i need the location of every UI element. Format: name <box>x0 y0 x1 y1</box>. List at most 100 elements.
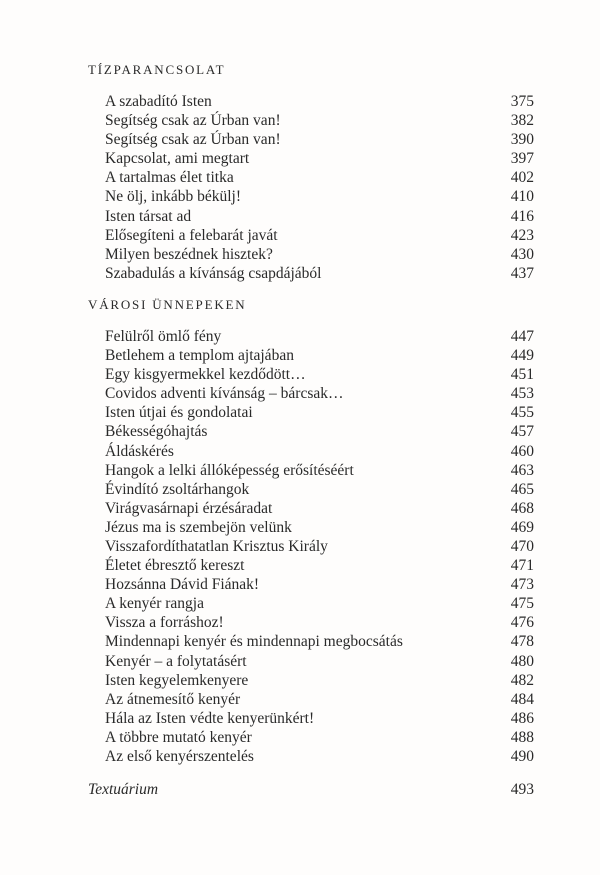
toc-entry: Visszafordíthatatlan Krisztus Király 470 <box>88 537 534 556</box>
toc-entry: Hála az Isten védte kenyerünkért! 486 <box>88 709 534 728</box>
toc-entry: Felülről ömlő fény 447 <box>88 327 534 346</box>
toc-entry: Milyen beszédnek hisztek? 430 <box>88 245 534 264</box>
entry-title: Hangok a lelki állóképesség erősítéséért <box>105 461 354 479</box>
entry-title: Milyen beszédnek hisztek? <box>105 245 273 263</box>
toc-entry: Isten útjai és gondolatai 455 <box>88 403 534 422</box>
toc-entry: Egy kisgyermekkel kezdődött… 451 <box>88 365 534 384</box>
toc-entry: Békességóhajtás 457 <box>88 422 534 441</box>
entry-page-number: 463 <box>510 461 534 479</box>
entry-title: Elősegíteni a felebarát javát <box>105 226 278 244</box>
entry-page-number: 437 <box>510 264 534 282</box>
entry-title: Visszafordíthatatlan Krisztus Király <box>105 537 328 555</box>
entry-title: Évindító zsoltárhangok <box>105 480 250 498</box>
toc-entry: Mindennapi kenyér és mindennapi megbocsá… <box>88 632 534 651</box>
toc-entry: Segítség csak az Úrban van! 382 <box>88 111 534 130</box>
toc-entry: Évindító zsoltárhangok 465 <box>88 480 534 499</box>
toc-entry: Isten kegyelemkenyere 482 <box>88 671 534 690</box>
entry-page-number: 471 <box>510 557 534 575</box>
entry-page-number: 375 <box>510 93 534 110</box>
entry-page-number: 490 <box>510 748 534 765</box>
toc-entry: Segítség csak az Úrban van! 390 <box>88 130 534 149</box>
entry-page-number: 397 <box>510 150 534 168</box>
entry-page-number: 453 <box>510 385 534 403</box>
entry-title: Jézus ma is szembejön velünk <box>105 518 292 536</box>
entry-page-number: 457 <box>510 423 534 441</box>
section-title: VÁROSI ÜNNEPEKEN <box>88 296 247 312</box>
toc-entry: Elősegíteni a felebarát javát 423 <box>88 226 534 245</box>
footer-entry-title: Textuárium <box>88 781 159 799</box>
entry-page-number: 469 <box>510 518 534 536</box>
entry-page-number: 473 <box>510 576 534 594</box>
entry-title: Virágvasárnapi érzésáradat <box>105 499 273 517</box>
entry-title: A szabadító Isten <box>105 93 212 110</box>
entry-page-number: 482 <box>510 671 534 689</box>
entry-page-number: 416 <box>510 207 534 225</box>
toc-entry: A tartalmas élet titka 402 <box>88 168 534 187</box>
toc-entry: Kenyér – a folytatásért 480 <box>88 652 534 671</box>
toc-entry: Hozsánna Dávid Fiának! 473 <box>88 575 534 594</box>
entry-title: Segítség csak az Úrban van! <box>105 112 281 130</box>
toc-entry: Hangok a lelki állóképesség erősítéséért… <box>88 461 534 480</box>
entry-title: Szabadulás a kívánság csapdájából <box>105 264 322 282</box>
entry-page-number: 449 <box>510 347 534 365</box>
entry-page-number: 423 <box>510 226 534 244</box>
entry-title: Isten kegyelemkenyere <box>105 671 249 689</box>
entry-page-number: 447 <box>510 327 534 345</box>
toc-footer-entry: Textuárium 493 <box>88 780 534 799</box>
entry-page-number: 430 <box>510 245 534 263</box>
footer-entry-page-number: 493 <box>510 781 534 799</box>
entry-title: Kapcsolat, ami megtart <box>105 150 250 168</box>
entry-page-number: 465 <box>510 480 534 498</box>
entry-page-number: 410 <box>510 188 534 206</box>
entry-title: Covidos adventi kívánság – bárcsak… <box>105 385 344 403</box>
entry-title: Ne ölj, inkább békülj! <box>105 188 242 206</box>
toc-entry: Áldáskérés 460 <box>88 442 534 461</box>
section-title: TÍZPARANCSOLAT <box>88 62 226 77</box>
entry-page-number: 476 <box>510 614 534 632</box>
toc-sections: TÍZPARANCSOLAT A szabadító Isten 375 Segíts… <box>88 62 534 766</box>
toc-entry: A kenyér rangja 475 <box>88 594 534 613</box>
entry-page-number: 470 <box>510 537 534 555</box>
entry-title: Életet ébresztő kereszt <box>105 557 245 575</box>
entry-title: Kenyér – a folytatásért <box>105 652 247 670</box>
section-entries: Felülről ömlő fény 447 Betlehem a templom … <box>88 327 534 766</box>
entry-page-number: 460 <box>510 442 534 460</box>
toc-entry: A szabadító Isten 375 <box>88 92 534 111</box>
toc: TÍZPARANCSOLAT A szabadító Isten 375 Segíts… <box>88 62 534 799</box>
entry-page-number: 390 <box>510 131 534 149</box>
entry-title: Békességóhajtás <box>105 423 208 441</box>
entry-page-number: 382 <box>510 112 534 130</box>
toc-entry: Virágvasárnapi érzésáradat 468 <box>88 499 534 518</box>
toc-entry: Isten társat ad 416 <box>88 207 534 226</box>
entry-page-number: 478 <box>510 633 534 651</box>
entry-title: Mindennapi kenyér és mindennapi megbocsá… <box>105 633 403 651</box>
toc-entry: A többre mutató kenyér 488 <box>88 728 534 747</box>
toc-entry: Kapcsolat, ami megtart 397 <box>88 149 534 168</box>
entry-title: Betlehem a templom ajtajában <box>105 347 294 365</box>
entry-title: Egy kisgyermekkel kezdődött… <box>105 366 306 384</box>
entry-title: A tartalmas élet titka <box>105 169 234 187</box>
toc-entry: Szabadulás a kívánság csapdájából 437 <box>88 264 534 283</box>
toc-entry: Betlehem a templom ajtajában 449 <box>88 346 534 365</box>
section-entries: A szabadító Isten 375 Segítség csak az Úrb… <box>88 92 534 283</box>
toc-entry: Jézus ma is szembejön velünk 469 <box>88 518 534 537</box>
entry-title: Hozsánna Dávid Fiának! <box>105 576 260 594</box>
entry-page-number: 468 <box>510 499 534 517</box>
entry-page-number: 451 <box>510 366 534 384</box>
toc-entry: Ne ölj, inkább békülj! 410 <box>88 187 534 206</box>
toc-entry: Vissza a forráshoz! 476 <box>88 613 534 632</box>
entry-title: A kenyér rangja <box>105 595 204 613</box>
toc-entry: Életet ébresztő kereszt 471 <box>88 556 534 575</box>
entry-title: Vissza a forráshoz! <box>105 614 224 632</box>
entry-title: Áldáskérés <box>105 442 174 460</box>
entry-title: Isten útjai és gondolatai <box>105 404 253 422</box>
entry-title: Felülről ömlő fény <box>105 327 222 345</box>
entry-title: Az első kenyérszentelés <box>105 748 254 765</box>
entry-page-number: 455 <box>510 404 534 422</box>
entry-page-number: 486 <box>510 709 534 727</box>
entry-title: Az átnemesítő kenyér <box>105 690 241 708</box>
toc-entry: Covidos adventi kívánság – bárcsak… 453 <box>88 384 534 403</box>
toc-entry: Az első kenyérszentelés 490 <box>88 747 534 766</box>
entry-page-number: 488 <box>510 728 534 746</box>
entry-title: Isten társat ad <box>105 207 192 225</box>
